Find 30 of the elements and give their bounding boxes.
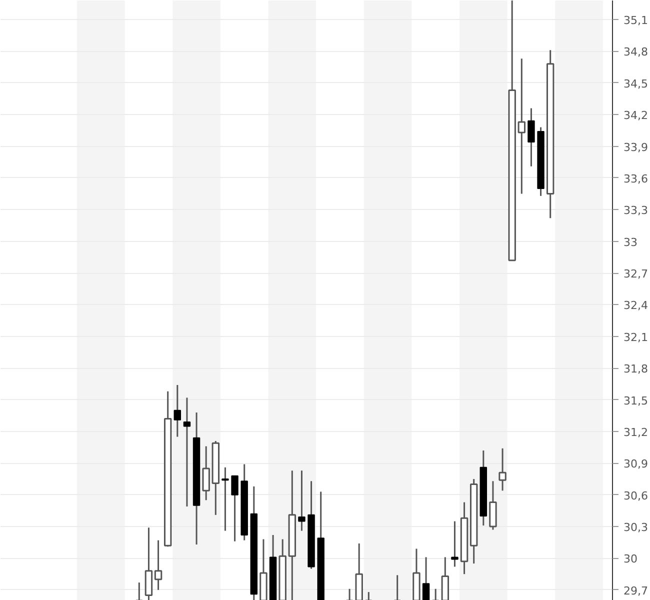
y-tick-label: 33,6 [624, 172, 648, 186]
y-tick-label: 32,4 [624, 299, 648, 312]
y-tick-label: 34,2 [624, 109, 648, 122]
candlestick [422, 556, 430, 600]
y-tick-label: 32,1 [624, 330, 648, 344]
candlestick [222, 466, 229, 532]
y-tick-label: 34,8 [624, 46, 648, 59]
y-tick-label: 31,2 [624, 426, 648, 439]
y-tick-label: 33,3 [624, 204, 648, 218]
candlestick [174, 384, 182, 438]
y-tick-label: 35,1 [624, 14, 648, 28]
y-tick-label: 30,3 [624, 521, 648, 534]
candlestick [183, 396, 191, 508]
candlestick [154, 540, 162, 591]
candlestick [298, 470, 306, 532]
y-tick-label: 30,9 [624, 458, 648, 471]
candlestick [518, 58, 526, 195]
y-tick-label: 31,8 [624, 362, 648, 376]
y-tick-label: 33,9 [624, 140, 648, 154]
candlestick [231, 475, 238, 542]
y-tick-label: 32,7 [624, 268, 648, 281]
y-tick-label: 33 [624, 236, 638, 249]
y-tick-label: 30 [624, 552, 638, 566]
y-tick-label: 30,6 [624, 489, 648, 502]
candlestick [528, 107, 535, 168]
candlestick [451, 520, 458, 568]
candlestick [202, 446, 210, 501]
y-tick-label: 29,7 [624, 584, 648, 598]
y-tick-label: 31,5 [624, 394, 648, 408]
y-tick-label: 34,5 [624, 77, 648, 90]
